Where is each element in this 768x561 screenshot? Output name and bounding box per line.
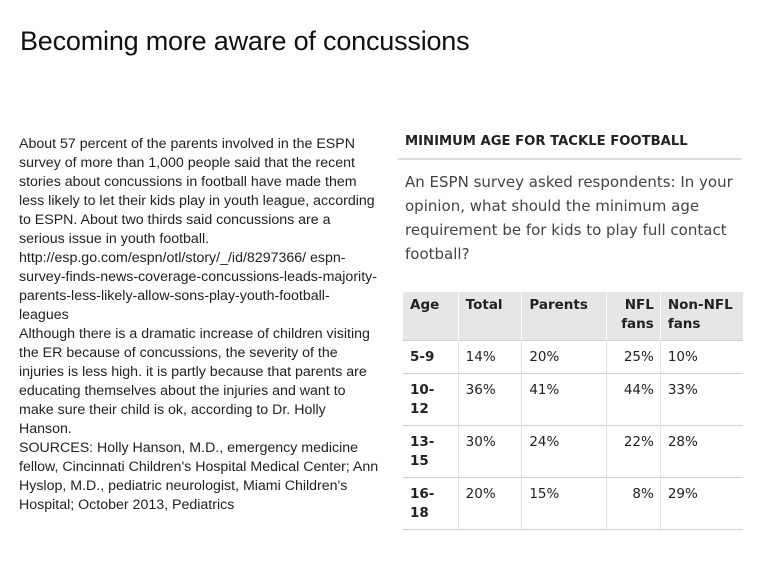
- cell-nfl-fans: 25%: [606, 340, 661, 374]
- table-row: 5-9 14% 20% 25% 10%: [403, 340, 743, 374]
- survey-card: MINIMUM AGE FOR TACKLE FOOTBALL An ESPN …: [398, 127, 743, 530]
- cell-parents: 15%: [521, 477, 607, 530]
- body-text: About 57 percent of the parents involved…: [19, 135, 379, 515]
- table-row: 16-18 20% 15% 8% 29%: [403, 477, 743, 530]
- col-header-nfl-fans: NFL fans: [606, 292, 661, 341]
- slide-title: Becoming more aware of concussions: [20, 26, 470, 56]
- paragraph-source-url: http://esp.go.com/espn/otl/story/_/id/82…: [19, 250, 377, 323]
- col-header-age: Age: [403, 292, 459, 341]
- table-row: 10-12 36% 41% 44% 33%: [403, 373, 743, 426]
- cell-non-nfl-fans: 10%: [659, 340, 743, 374]
- col-header-parents: Parents: [521, 292, 607, 341]
- minimum-age-table: Age Total Parents NFL fans Non-NFL fans …: [403, 292, 743, 530]
- cell-age: 16-18: [403, 477, 459, 530]
- cell-non-nfl-fans: 33%: [659, 373, 743, 426]
- cell-non-nfl-fans: 29%: [659, 477, 743, 530]
- cell-total: 36%: [457, 373, 522, 426]
- card-heading: MINIMUM AGE FOR TACKLE FOOTBALL: [398, 127, 742, 160]
- cell-parents: 20%: [521, 340, 607, 374]
- survey-question: An ESPN survey asked respondents: In you…: [405, 173, 733, 263]
- cell-parents: 24%: [521, 425, 607, 478]
- cell-total: 20%: [457, 477, 522, 530]
- table-header-row: Age Total Parents NFL fans Non-NFL fans: [403, 292, 743, 341]
- col-header-non-nfl-fans: Non-NFL fans: [659, 292, 743, 341]
- cell-total: 30%: [457, 425, 522, 478]
- col-header-total: Total: [457, 292, 522, 341]
- cell-non-nfl-fans: 28%: [659, 425, 743, 478]
- cell-parents: 41%: [521, 373, 607, 426]
- paragraph-er-visits: Although there is a dramatic increase of…: [19, 326, 370, 437]
- paragraph-survey-summary: About 57 percent of the parents involved…: [19, 136, 375, 247]
- paragraph-sources: SOURCES: Holly Hanson, M.D., emergency m…: [19, 440, 379, 513]
- cell-total: 14%: [457, 340, 522, 374]
- cell-age: 5-9: [403, 340, 459, 374]
- cell-nfl-fans: 8%: [606, 477, 661, 530]
- table-row: 13-15 30% 24% 22% 28%: [403, 425, 743, 478]
- cell-age: 10-12: [403, 373, 459, 426]
- cell-nfl-fans: 44%: [606, 373, 661, 426]
- cell-nfl-fans: 22%: [606, 425, 661, 478]
- cell-age: 13-15: [403, 425, 459, 478]
